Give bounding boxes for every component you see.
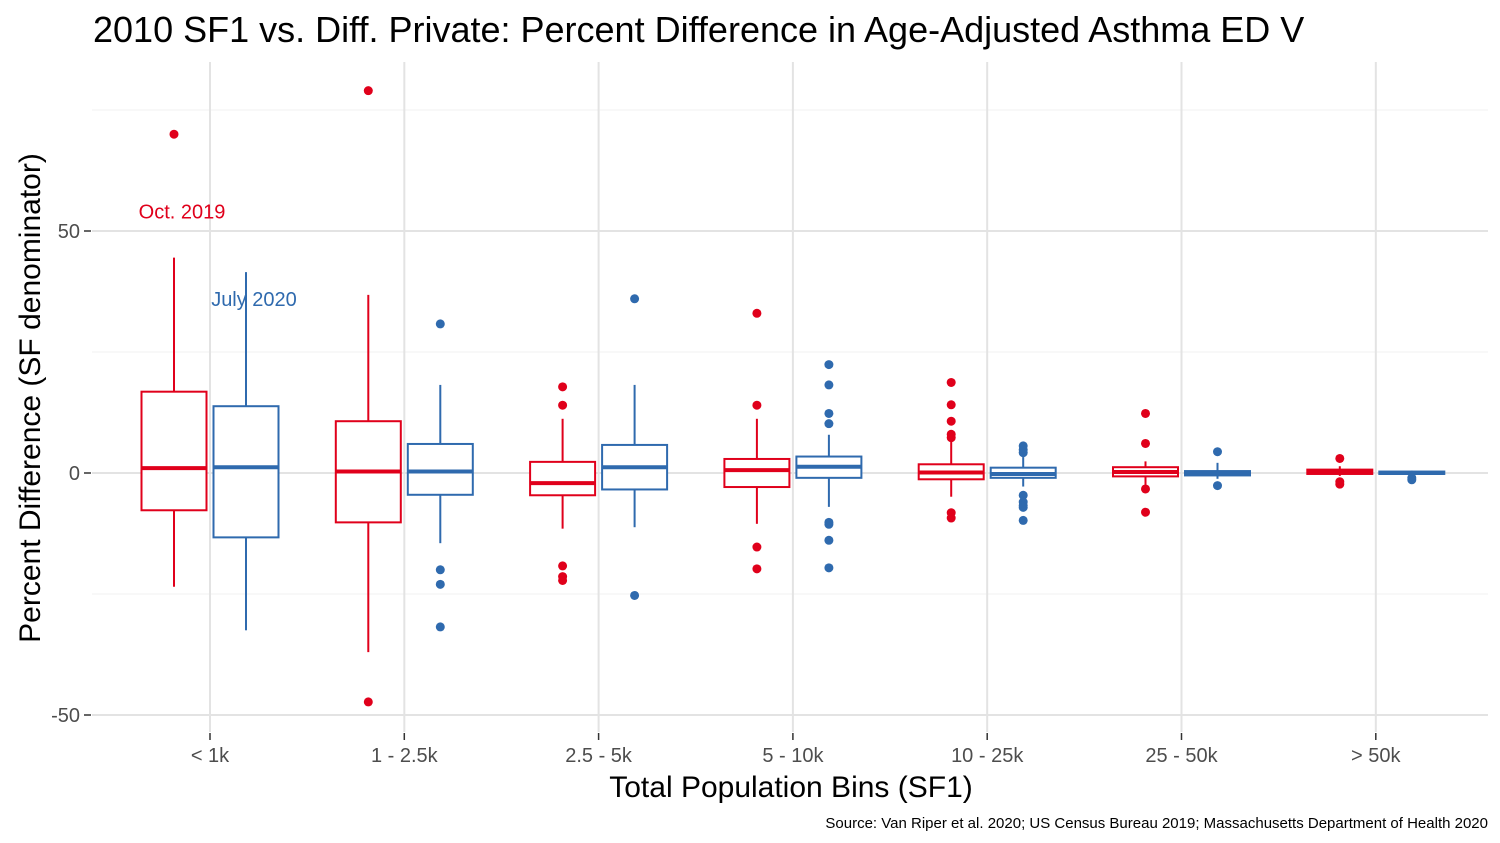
boxplot bbox=[989, 441, 1057, 525]
outlier-point bbox=[752, 564, 762, 574]
outlier-point bbox=[363, 86, 373, 96]
series-oct-2019 bbox=[140, 86, 1374, 707]
boxplot bbox=[140, 129, 208, 587]
outlier-point bbox=[363, 697, 373, 707]
outlier-point bbox=[1335, 453, 1345, 463]
outlier-point bbox=[946, 416, 956, 426]
outlier-point bbox=[1407, 475, 1417, 485]
outlier-point bbox=[1018, 502, 1028, 512]
outlier-point bbox=[946, 377, 956, 387]
x-tick-label: 1 - 2.5k bbox=[371, 745, 439, 767]
outlier-point bbox=[824, 563, 834, 573]
boxplot bbox=[723, 308, 791, 574]
outlier-point bbox=[169, 129, 179, 139]
plot-area bbox=[140, 86, 1446, 707]
x-axis-title: Total Population Bins (SF1) bbox=[609, 771, 973, 804]
outlier-point bbox=[946, 400, 956, 410]
outlier-point bbox=[824, 419, 834, 429]
boxplot bbox=[917, 377, 985, 523]
outlier-point bbox=[1213, 481, 1222, 491]
outlier-point bbox=[946, 433, 956, 443]
outlier-point bbox=[1018, 490, 1028, 500]
outlier-point bbox=[824, 360, 834, 370]
x-tick-label: < 1k bbox=[191, 745, 230, 767]
outlier-point bbox=[1141, 484, 1150, 494]
outlier-point bbox=[630, 590, 640, 600]
outlier-point bbox=[435, 579, 445, 589]
outlier-point bbox=[558, 382, 568, 392]
box bbox=[723, 457, 791, 489]
boxplot bbox=[406, 319, 474, 632]
boxplot bbox=[334, 86, 402, 707]
outlier-point bbox=[1141, 507, 1150, 517]
gridlines bbox=[92, 62, 1488, 732]
outlier-point bbox=[752, 308, 762, 318]
x-tick-label: 10 - 25k bbox=[951, 745, 1024, 767]
outlier-point bbox=[1335, 479, 1345, 489]
x-tick-label: 25 - 50k bbox=[1145, 745, 1218, 767]
source-caption: Source: Van Riper et al. 2020; US Census… bbox=[825, 815, 1488, 832]
outlier-point bbox=[824, 519, 834, 529]
x-tick-label: 2.5 - 5k bbox=[565, 745, 633, 767]
series-annotations: Oct. 2019 July 2020 bbox=[139, 202, 297, 311]
outlier-point bbox=[824, 535, 834, 545]
chart-title: 2010 SF1 vs. Diff. Private: Percent Diff… bbox=[93, 9, 1304, 50]
x-tick-label: 5 - 10k bbox=[762, 745, 824, 767]
outlier-point bbox=[1018, 515, 1028, 525]
outlier-point bbox=[1141, 408, 1150, 418]
boxplot bbox=[795, 360, 863, 573]
box bbox=[529, 460, 597, 497]
boxplot bbox=[212, 272, 280, 631]
boxplot bbox=[1112, 408, 1179, 517]
annotation-oct-2019: Oct. 2019 bbox=[139, 202, 226, 224]
series-july-2020 bbox=[212, 272, 1446, 632]
outlier-point bbox=[824, 380, 834, 390]
outlier-point bbox=[824, 408, 834, 418]
box bbox=[212, 405, 280, 539]
outlier-point bbox=[435, 622, 445, 632]
outlier-point bbox=[630, 294, 640, 304]
boxplot bbox=[1306, 453, 1374, 489]
x-tick-label: > 50k bbox=[1351, 745, 1401, 767]
outlier-point bbox=[435, 565, 445, 575]
y-tick-label: -50 bbox=[51, 705, 80, 727]
axes: -50 0 50 < 1k 1 - 2.5k 2.5 - 5k 5 - 10k 10 - 25… bbox=[51, 221, 1401, 767]
boxplot bbox=[1184, 447, 1251, 491]
box bbox=[406, 442, 474, 496]
outlier-point bbox=[946, 513, 956, 523]
boxplot bbox=[1378, 470, 1446, 485]
outlier-point bbox=[558, 575, 568, 585]
y-axis-title: Percent Difference (SF denominator) bbox=[14, 153, 47, 643]
y-tick-label: 0 bbox=[69, 463, 80, 485]
outlier-point bbox=[1141, 438, 1150, 448]
outlier-point bbox=[752, 400, 762, 410]
annotation-july-2020: July 2020 bbox=[211, 289, 297, 311]
outlier-point bbox=[558, 400, 568, 410]
outlier-point bbox=[435, 319, 445, 329]
box bbox=[140, 390, 208, 512]
boxplot bbox=[601, 294, 669, 600]
boxplot bbox=[529, 382, 597, 585]
y-tick-label: 50 bbox=[58, 221, 80, 243]
outlier-point bbox=[752, 542, 762, 552]
outlier-point bbox=[1018, 448, 1028, 458]
outlier-point bbox=[1213, 447, 1222, 457]
outlier-point bbox=[558, 561, 568, 571]
